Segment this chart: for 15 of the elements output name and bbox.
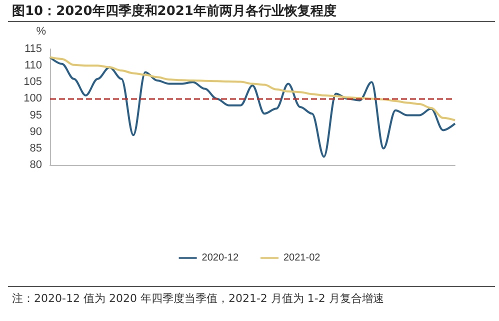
legend-label: 2021-02 xyxy=(284,252,321,264)
y-tick-label: 110 xyxy=(24,60,42,72)
chart-title: 图10：2020年四季度和2021年前两月各行业恢复程度 xyxy=(12,2,336,20)
y-tick-label: 95 xyxy=(30,109,42,122)
legend-label: 2020-12 xyxy=(202,252,239,264)
y-tick-label: 80 xyxy=(30,159,42,171)
text: 注：2020-12 值为 2020 年四季度当季值，2021-2 月值为 1-2 月复合增速 xyxy=(12,292,385,306)
y-tick-label: 115 xyxy=(24,43,42,55)
y-axis-title: % xyxy=(36,26,46,38)
line-series xyxy=(49,56,456,122)
y-tick-label: 105 xyxy=(24,76,42,88)
y-tick-label: 85 xyxy=(30,142,42,154)
line-series xyxy=(49,56,456,158)
y-tick-label: 100 xyxy=(24,92,42,105)
y-tick-label: 90 xyxy=(30,126,42,138)
